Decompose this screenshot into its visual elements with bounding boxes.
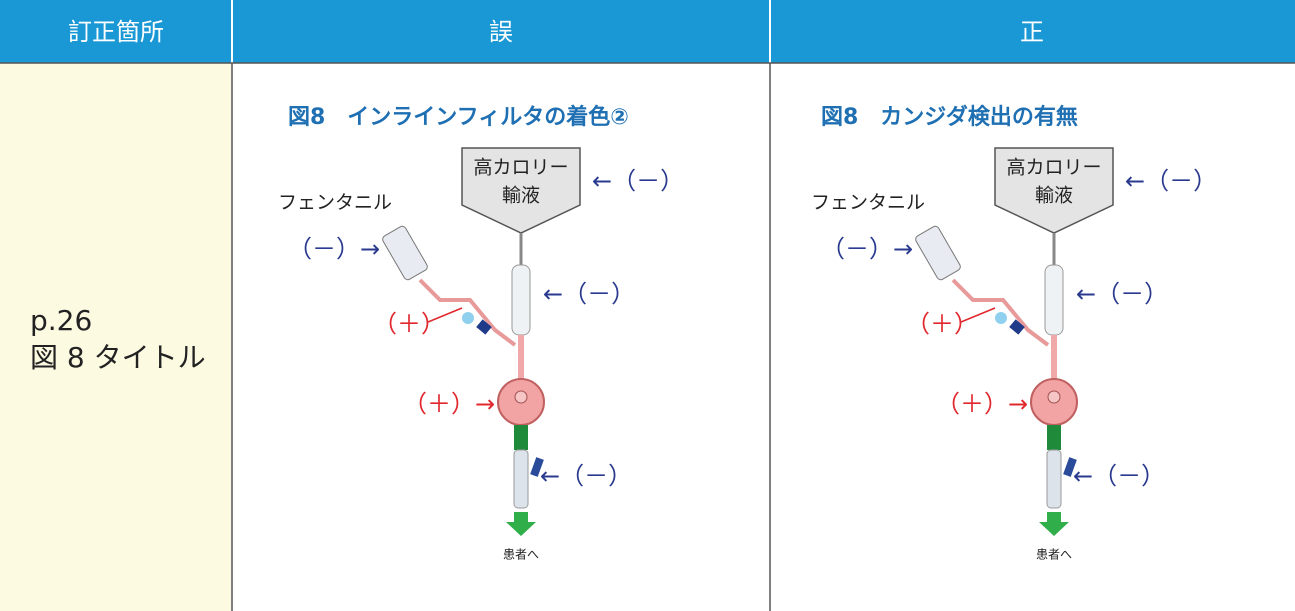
tube: [951, 278, 1050, 347]
syringe: [382, 225, 428, 281]
drug-label: フェンタニル: [811, 192, 925, 214]
result-label: （＋）→: [936, 390, 1028, 418]
result-label: （－）→: [821, 235, 913, 263]
patient-arrow: [506, 512, 536, 536]
location-text: p.26: [30, 304, 92, 337]
patient-label: 患者へ: [503, 548, 539, 562]
result-label: ←（－）: [543, 280, 635, 308]
bag-label: 高カロリー: [473, 157, 568, 179]
filter-core: [514, 390, 528, 404]
pointer: [960, 307, 996, 323]
header-cell: 訂正箇所: [68, 18, 164, 46]
header-cell: 誤: [489, 18, 513, 46]
connector: [462, 312, 474, 324]
header-cell: 正: [1020, 18, 1044, 46]
pointer: [427, 307, 463, 323]
infusion-bag: [994, 147, 1114, 234]
figure-title: 図8 インラインフィルタの着色②: [288, 104, 629, 130]
figure-title: 図8 カンジダ検出の有無: [821, 104, 1078, 130]
drug-label: フェンタニル: [278, 192, 392, 214]
result-label: ←（－）: [1125, 167, 1217, 195]
result-label: ←（－）: [1076, 280, 1168, 308]
bag-label: 輸液: [502, 185, 540, 207]
location-text: 図 8 タイトル: [30, 341, 206, 374]
infusion-bag: [461, 147, 581, 234]
result-label: ←（－）: [540, 462, 632, 490]
connector: [1009, 319, 1025, 335]
green-connector: [1047, 425, 1061, 450]
connector: [476, 319, 492, 335]
result-label: （－）→: [288, 235, 380, 263]
result-label: （＋）→: [403, 390, 495, 418]
result-label: ←（－）: [592, 167, 684, 195]
result-label: （＋）: [373, 310, 445, 338]
filter-core: [1047, 390, 1061, 404]
location-cell: [0, 63, 232, 611]
drip-chamber: [511, 264, 531, 336]
patient-arrow: [1039, 512, 1069, 536]
result-label: ←（－）: [1073, 462, 1165, 490]
lower-tube: [513, 449, 529, 509]
connector: [995, 312, 1007, 324]
bag-label: 輸液: [1035, 185, 1073, 207]
side-port: [1063, 457, 1077, 477]
syringe: [915, 225, 961, 281]
side-port: [530, 457, 544, 477]
result-label: （＋）: [906, 310, 978, 338]
header-bar: [0, 0, 1295, 63]
green-connector: [514, 425, 528, 450]
tube: [418, 278, 517, 347]
bag-label: 高カロリー: [1006, 157, 1101, 179]
lower-tube: [1046, 449, 1062, 509]
drip-chamber: [1044, 264, 1064, 336]
patient-label: 患者へ: [1036, 548, 1072, 562]
